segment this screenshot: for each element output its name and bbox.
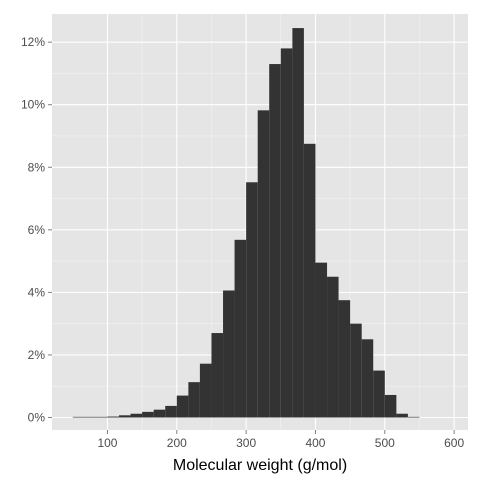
y-tick-label: 8% [28,160,46,174]
y-tick-label: 10% [21,98,45,112]
histogram-bar [119,415,131,418]
histogram-bar [407,416,420,418]
x-tick-label: 200 [167,436,187,450]
histogram-bar [211,333,224,418]
y-tick-label: 12% [21,35,45,49]
x-tick-label: 600 [444,436,464,450]
histogram-bar [72,416,85,418]
histogram-bar [373,370,385,418]
histogram-bar [95,416,108,418]
histogram-bar [396,413,408,418]
histogram-bar [303,143,316,418]
histogram-bar [315,262,328,418]
histogram-bar [165,405,177,418]
histogram-bar [327,276,339,418]
histogram-bar [130,413,143,418]
histogram-bar [107,416,120,418]
y-tick-label: 0% [28,410,46,424]
x-tick-label: 300 [236,436,256,450]
histogram-bar [280,48,293,418]
histogram-bar [257,110,270,418]
histogram-bar [199,363,212,418]
y-tick-label: 4% [28,285,46,299]
histogram-bar [338,300,351,418]
y-axis: 0% 2% 4% 6% 8% 10% 12% [21,35,52,424]
x-tick-label: 400 [305,436,325,450]
x-tick-label: 100 [97,436,117,450]
y-tick-label: 2% [28,348,46,362]
histogram-bar [361,339,374,418]
histogram-bar [234,239,247,418]
histogram-bar [142,411,154,418]
histogram-bar [246,182,258,418]
histogram-bar [84,416,96,418]
histogram-bar [292,28,304,418]
x-axis-title: Molecular weight (g/mol) [173,457,347,474]
histogram-bar [223,290,235,418]
histogram-bar [269,64,281,418]
x-axis: 100 200 300 400 500 600 [97,430,464,450]
histogram-bar [384,394,397,418]
histogram-bar [350,323,362,418]
histogram-bar [188,382,200,418]
x-tick-label: 500 [375,436,395,450]
histogram-bar [153,409,166,418]
y-tick-label: 6% [28,223,46,237]
histogram-bars [72,28,420,418]
histogram-bar [176,395,189,418]
